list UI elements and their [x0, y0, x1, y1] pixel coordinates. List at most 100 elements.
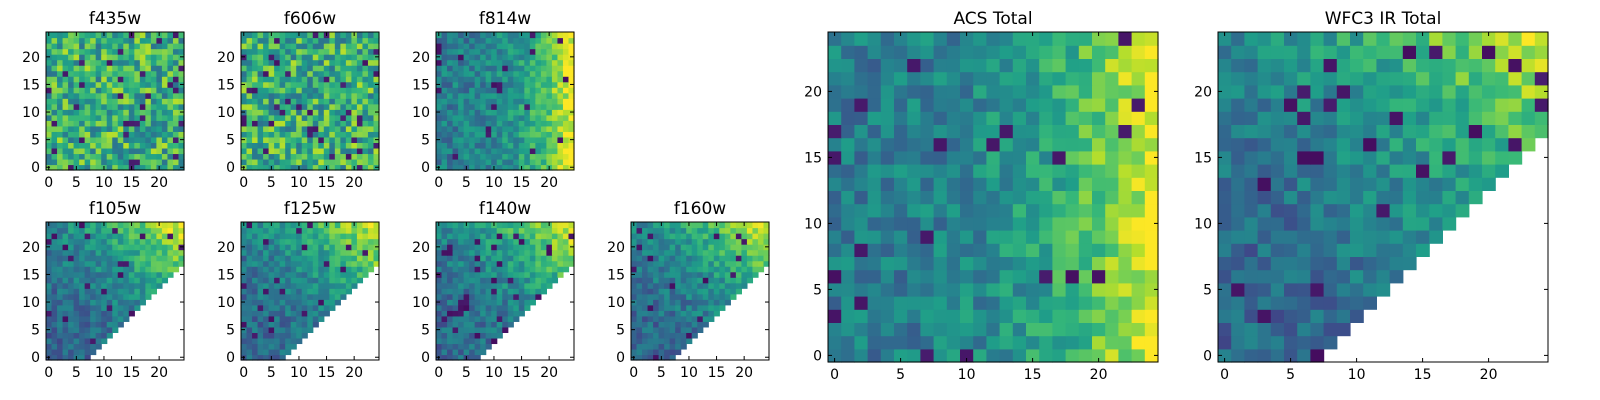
heatmap-cell — [90, 164, 97, 171]
heatmap-cell — [463, 48, 470, 55]
heatmap-cell — [485, 109, 492, 116]
heatmap-cell — [686, 233, 693, 240]
heatmap-cell — [933, 348, 948, 363]
heatmap-cell — [1455, 124, 1470, 139]
heatmap-cell — [296, 98, 303, 105]
heatmap-cell — [513, 255, 520, 262]
heatmap-cell — [351, 109, 358, 116]
heatmap-cell — [134, 260, 141, 267]
heatmap-cell — [117, 103, 124, 110]
heatmap-cell — [312, 76, 319, 83]
heatmap-cell — [469, 59, 476, 66]
heatmap-cell — [518, 103, 525, 110]
heatmap-cell — [57, 227, 64, 234]
heatmap-cell — [296, 136, 303, 143]
heatmap-cell — [562, 266, 570, 273]
heatmap-cell — [828, 150, 842, 165]
heatmap-cell — [636, 354, 643, 361]
heatmap-cell — [51, 332, 58, 339]
heatmap-cell — [441, 227, 448, 234]
heatmap-cell — [1092, 322, 1106, 337]
heatmap-cell — [546, 266, 553, 273]
heatmap-cell — [1012, 190, 1027, 205]
heatmap-cell — [134, 54, 141, 61]
heatmap-cell — [485, 43, 492, 50]
heatmap-cell — [73, 125, 80, 132]
heatmap-cell — [1218, 282, 1232, 297]
heatmap-cell — [274, 76, 281, 83]
heatmap-cell — [1284, 243, 1298, 257]
heatmap-cell — [702, 238, 709, 245]
heatmap-cell — [1231, 282, 1245, 297]
heatmap-cell — [62, 142, 69, 149]
heatmap-cell — [296, 332, 303, 339]
heatmap-cell — [540, 222, 547, 229]
heatmap-cell — [664, 326, 671, 333]
heatmap-cell — [51, 120, 58, 127]
heatmap-cell — [167, 244, 174, 251]
heatmap-cell — [51, 288, 58, 295]
heatmap-cell — [307, 114, 314, 121]
heatmap-cell — [647, 348, 654, 356]
heatmap-cell — [480, 271, 487, 278]
heatmap-cell — [458, 299, 465, 306]
heatmap-cell — [675, 321, 682, 328]
heatmap-cell — [101, 87, 108, 94]
heatmap-cell — [106, 120, 113, 127]
heatmap-cell — [1270, 177, 1285, 191]
heatmap-cell — [268, 332, 275, 339]
heatmap-cell — [529, 109, 536, 116]
heatmap-cell — [480, 131, 487, 138]
heatmap-cell — [296, 238, 303, 245]
heatmap-cell — [101, 282, 108, 289]
heatmap-cell — [145, 158, 152, 166]
heatmap-cell — [1416, 150, 1430, 165]
x-tick-label: 10 — [485, 175, 503, 191]
heatmap-cell — [463, 282, 470, 289]
heatmap-cell — [117, 299, 124, 306]
heatmap-cell — [986, 137, 1001, 152]
heatmap-cell — [51, 282, 58, 289]
heatmap-cell — [469, 271, 476, 278]
heatmap-cell — [763, 260, 770, 267]
heatmap-cell — [128, 288, 135, 295]
heatmap-cell — [340, 277, 347, 284]
heatmap-cell — [252, 48, 259, 55]
heatmap-cell — [68, 348, 75, 356]
heatmap-cell — [84, 271, 91, 278]
heatmap-cell — [1468, 190, 1483, 205]
heatmap-cell — [90, 304, 97, 311]
heatmap-cell — [452, 326, 459, 333]
heatmap-cell — [551, 147, 559, 155]
heatmap-cell — [441, 120, 448, 127]
heatmap-cell — [880, 322, 895, 337]
heatmap-cell — [373, 125, 380, 132]
heatmap-cell — [436, 343, 443, 350]
heatmap-cell — [345, 32, 352, 39]
heatmap-cell — [252, 125, 259, 132]
heatmap-cell — [557, 70, 564, 77]
heatmap-cell — [1257, 269, 1272, 284]
heatmap-cell — [540, 81, 547, 88]
heatmap-cell — [763, 255, 770, 262]
heatmap-cell — [296, 255, 303, 262]
heatmap-cell — [279, 337, 286, 345]
heatmap-cell — [367, 249, 375, 256]
heatmap-cell — [95, 65, 102, 72]
heatmap-cell — [485, 59, 492, 66]
heatmap-cell — [735, 288, 742, 295]
heatmap-cell — [680, 343, 687, 350]
heatmap-cell — [960, 190, 974, 205]
heatmap-cell — [463, 244, 470, 251]
heatmap-cell — [636, 255, 643, 262]
heatmap-cell — [134, 103, 141, 110]
heatmap-cell — [702, 321, 709, 328]
heatmap-cell — [518, 271, 525, 278]
heatmap-cell — [150, 98, 157, 105]
heatmap-cell — [263, 32, 270, 39]
heatmap-cell — [268, 249, 275, 256]
heatmap-cell — [1052, 203, 1067, 218]
heatmap-cell — [172, 48, 180, 55]
heatmap-cell — [1144, 322, 1159, 337]
heatmap-cell — [551, 54, 559, 61]
